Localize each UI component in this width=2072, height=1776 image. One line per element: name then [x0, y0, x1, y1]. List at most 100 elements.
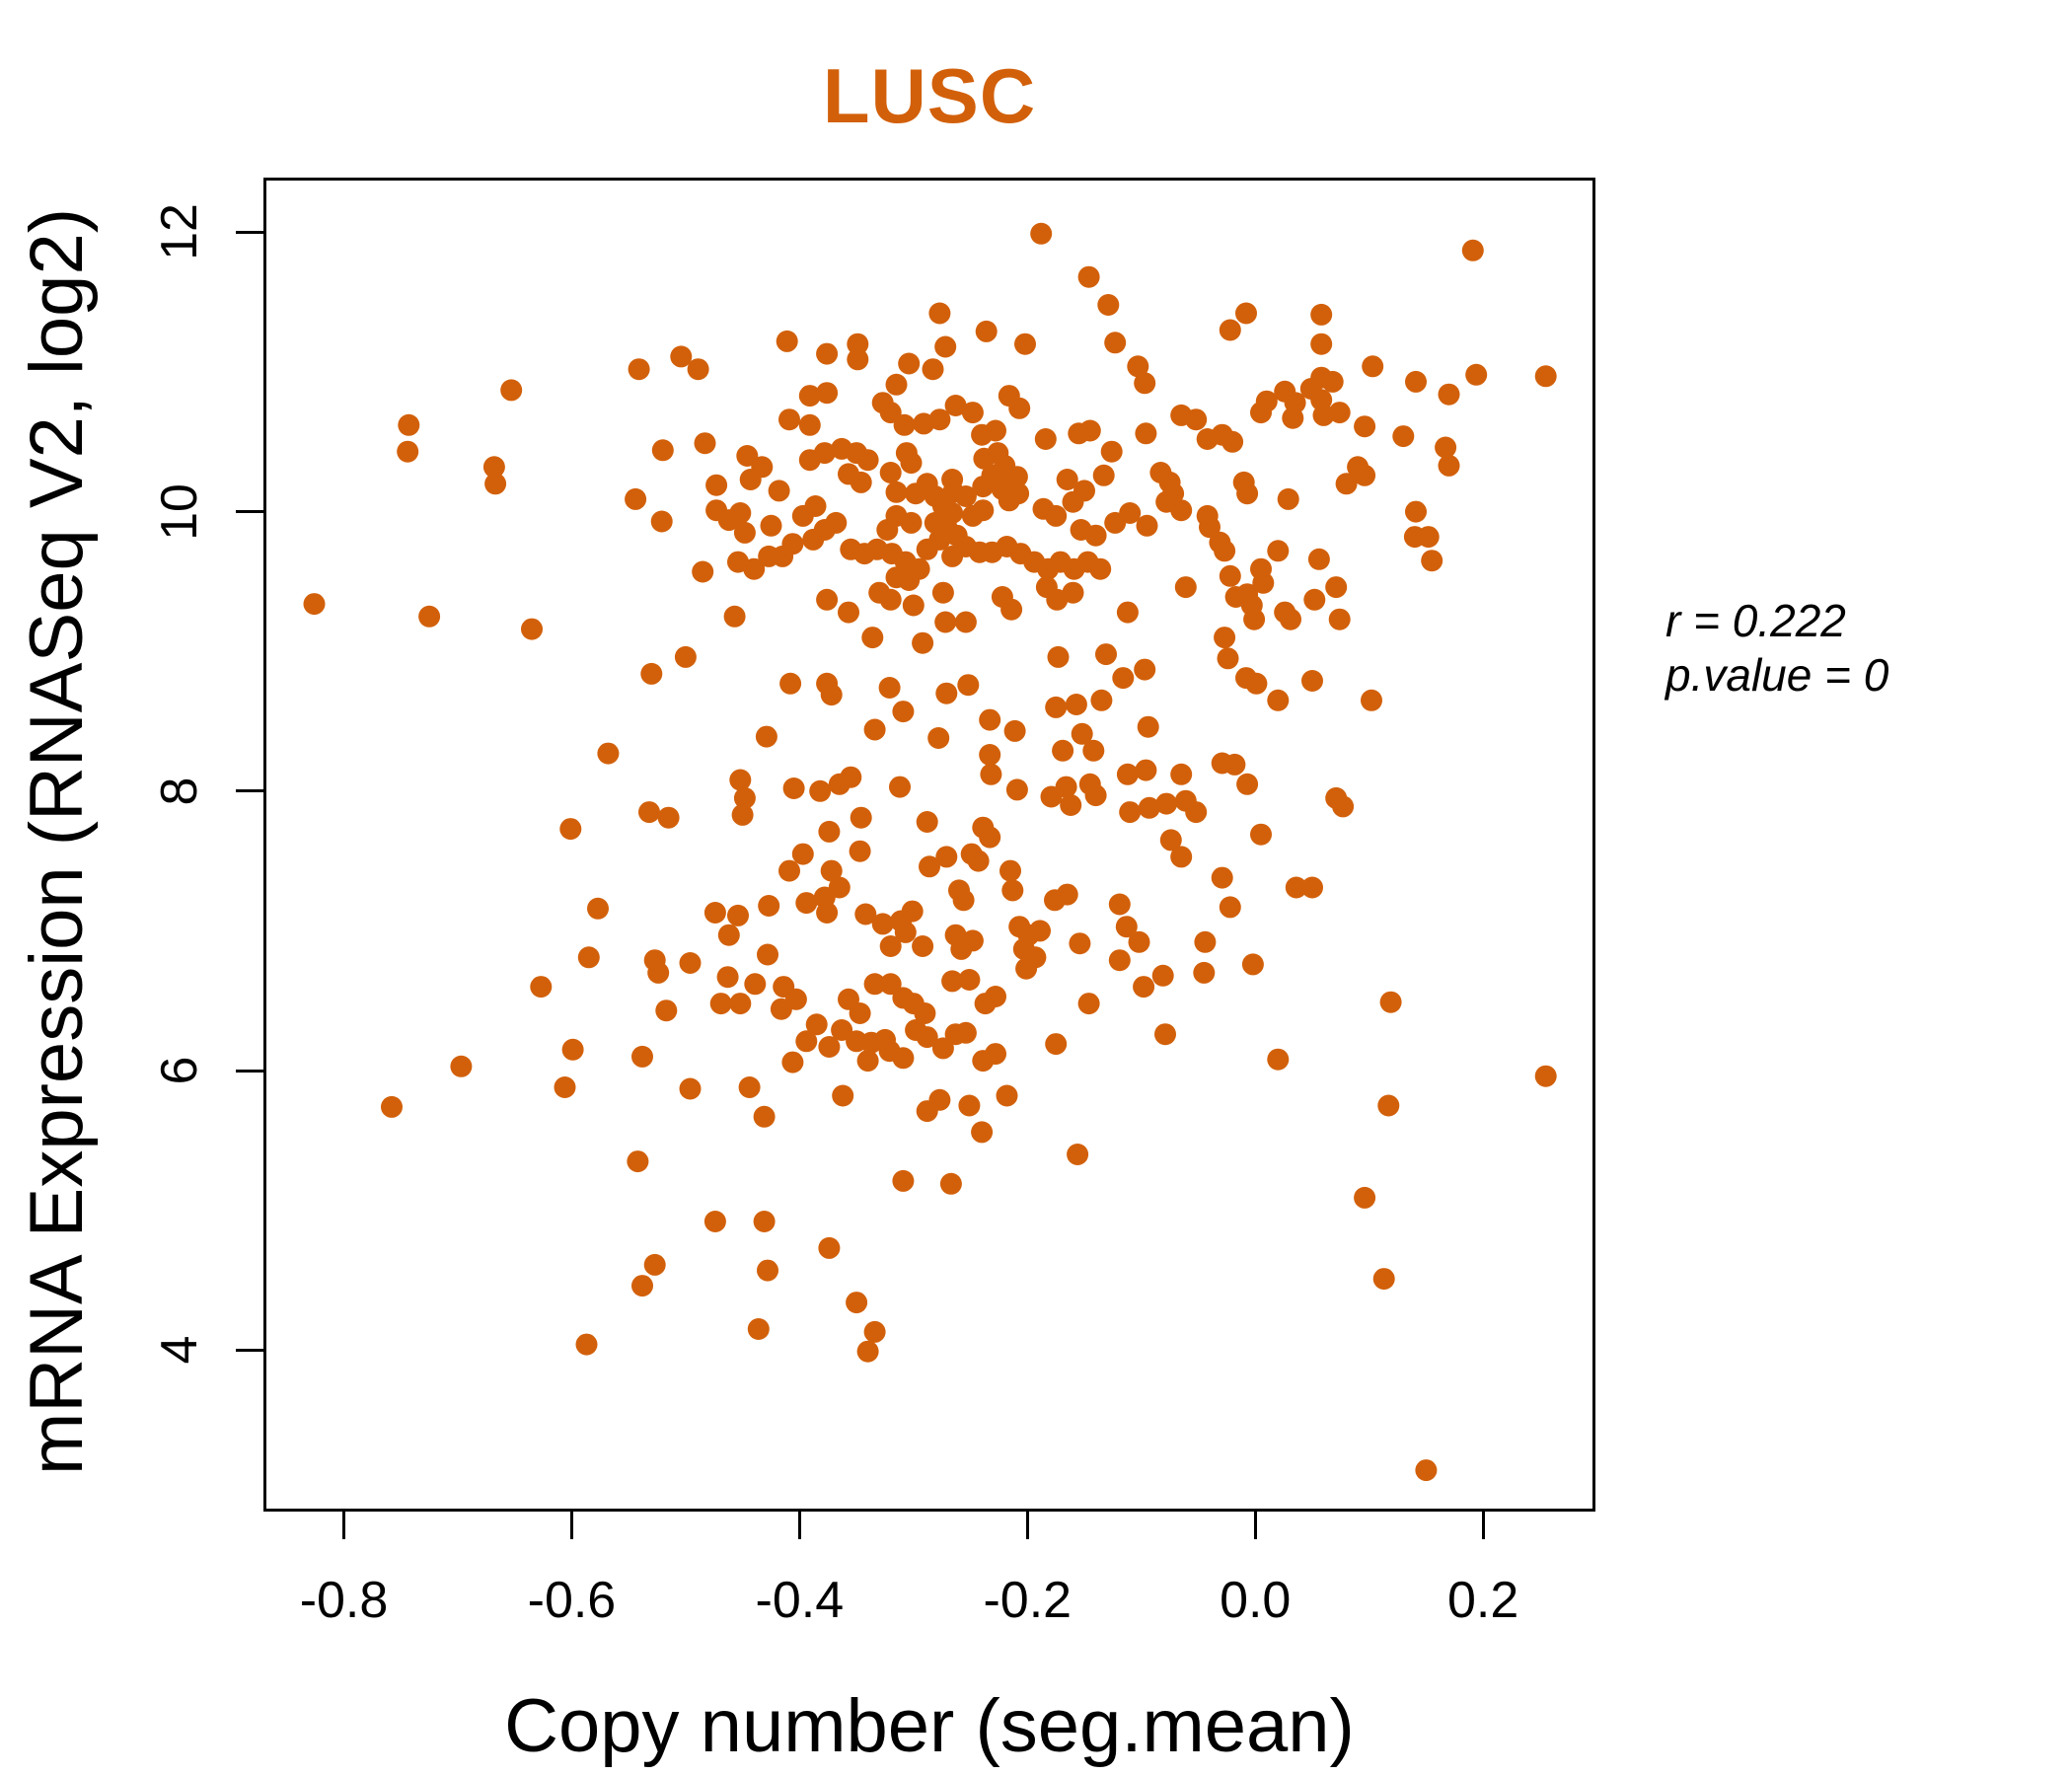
data-point — [1056, 883, 1078, 906]
data-point — [1372, 1268, 1395, 1291]
data-point — [825, 511, 848, 534]
data-point — [1185, 408, 1208, 431]
data-point — [863, 973, 886, 996]
data-point — [1138, 796, 1160, 819]
data-point — [816, 588, 839, 611]
data-point — [1219, 564, 1241, 587]
data-point — [1285, 876, 1307, 899]
data-point — [850, 471, 872, 493]
data-point — [753, 1211, 776, 1232]
data-point — [1159, 829, 1182, 851]
data-point — [1137, 715, 1159, 738]
data-point — [717, 924, 740, 946]
data-point — [575, 1333, 598, 1356]
data-point — [694, 432, 716, 455]
y-tick-mark — [236, 789, 263, 793]
data-point — [303, 593, 326, 616]
data-point — [971, 1121, 994, 1144]
data-point — [1097, 294, 1120, 316]
data-point — [972, 499, 995, 522]
data-point — [856, 449, 879, 472]
data-point — [944, 395, 967, 416]
data-point — [975, 320, 998, 342]
x-tick-label: 0.2 — [1446, 1572, 1519, 1629]
data-point — [1065, 694, 1087, 715]
data-point — [1174, 576, 1197, 599]
data-point — [820, 684, 843, 706]
data-point — [1077, 993, 1100, 1015]
data-point — [979, 708, 1001, 731]
data-point — [647, 961, 670, 984]
data-point — [1136, 514, 1158, 537]
data-point — [1069, 932, 1091, 955]
data-point — [901, 900, 924, 923]
data-point — [729, 769, 752, 791]
data-point — [894, 921, 917, 943]
data-point — [1438, 383, 1460, 406]
data-point — [957, 674, 980, 697]
data-point — [484, 473, 507, 495]
x-tick-label: -0.6 — [527, 1572, 617, 1629]
data-point — [1280, 608, 1301, 630]
x-tick-label: 0.0 — [1220, 1572, 1292, 1629]
x-tick-mark — [1253, 1512, 1257, 1539]
data-point — [889, 776, 911, 798]
data-point — [717, 509, 740, 532]
data-point — [1214, 627, 1236, 649]
data-point — [716, 966, 739, 989]
scatter-points-layer — [303, 222, 1557, 1482]
data-point — [935, 682, 958, 704]
x-tick-label: -0.8 — [299, 1572, 389, 1629]
x-tick-mark — [569, 1512, 573, 1539]
data-point — [679, 952, 702, 974]
data-point — [892, 701, 915, 723]
data-point — [1461, 239, 1484, 261]
data-point — [1047, 645, 1070, 668]
data-point — [912, 631, 934, 654]
data-point — [1116, 601, 1139, 624]
data-point — [739, 469, 762, 490]
x-tick-label: -0.2 — [983, 1572, 1073, 1629]
data-point — [1060, 794, 1082, 816]
data-point — [1170, 763, 1193, 785]
data-point — [1084, 784, 1107, 807]
data-point — [723, 605, 746, 628]
data-point — [1534, 365, 1557, 388]
data-point — [912, 935, 934, 957]
data-point — [856, 1050, 879, 1073]
data-point — [1089, 557, 1112, 580]
data-point — [1438, 454, 1460, 477]
data-point — [1104, 332, 1127, 354]
data-point — [1379, 991, 1402, 1013]
data-point — [1055, 776, 1077, 798]
data-point — [1377, 1094, 1400, 1117]
data-point — [1127, 355, 1149, 378]
data-point — [847, 333, 869, 355]
data-point — [958, 969, 981, 991]
data-point — [967, 850, 990, 872]
data-point — [482, 456, 505, 479]
data-point — [928, 528, 951, 551]
r-value-text: r = 0.222 — [1665, 595, 1846, 646]
y-tick-mark — [236, 1069, 263, 1073]
data-point — [651, 439, 674, 462]
data-point — [816, 902, 839, 924]
data-point — [628, 358, 650, 381]
data-point — [1421, 550, 1443, 572]
data-point — [863, 718, 886, 741]
data-point — [1235, 302, 1257, 325]
data-point — [1250, 402, 1272, 424]
data-point — [692, 560, 714, 583]
data-point — [1067, 1144, 1089, 1165]
data-point — [863, 1320, 886, 1343]
data-point — [631, 1045, 653, 1068]
data-point — [898, 352, 921, 375]
data-point — [846, 1292, 868, 1314]
data-point — [1328, 402, 1351, 424]
data-point — [559, 818, 582, 841]
data-point — [1214, 540, 1236, 562]
data-point — [847, 348, 869, 371]
data-point — [1005, 778, 1028, 801]
data-point — [934, 335, 957, 358]
data-point — [1332, 795, 1355, 818]
